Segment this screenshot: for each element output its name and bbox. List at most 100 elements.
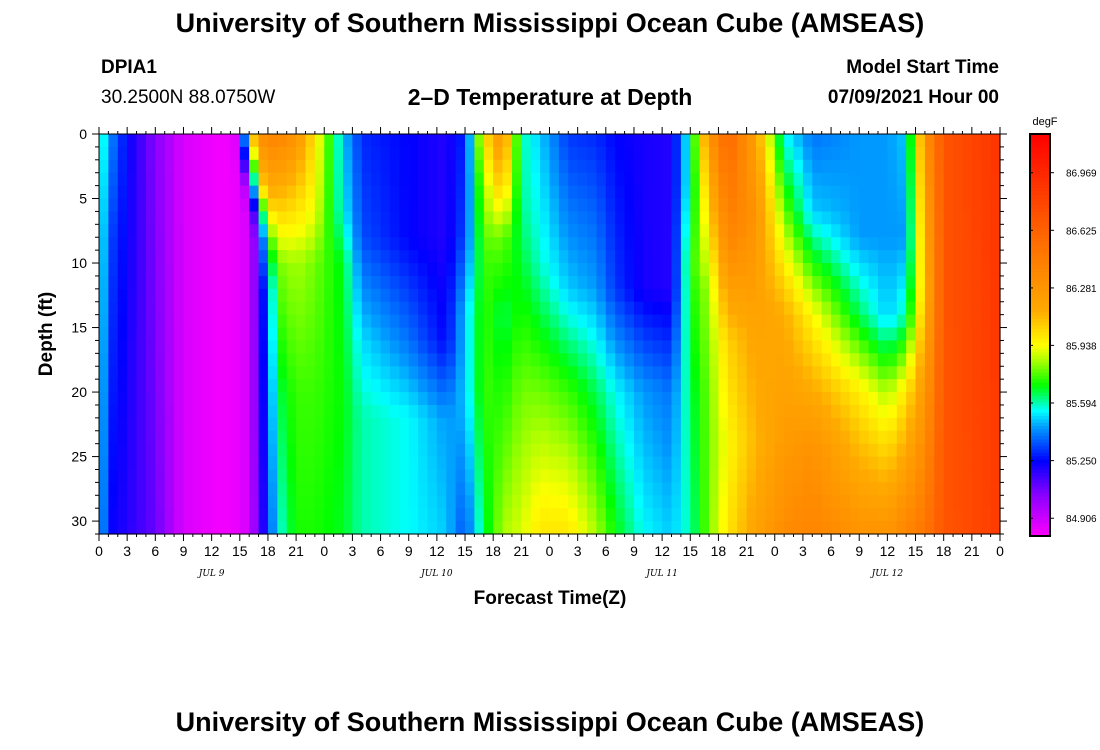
heatmap-cell — [305, 314, 316, 329]
heatmap-cell — [230, 237, 241, 251]
x-tick-label: 9 — [180, 543, 188, 559]
heatmap-cell — [418, 134, 429, 148]
heatmap-cell — [436, 172, 447, 187]
heatmap-cell — [934, 314, 945, 329]
heatmap-cell — [446, 404, 457, 419]
heatmap-cell — [549, 430, 560, 445]
heatmap-cell — [474, 443, 485, 458]
heatmap-cell — [455, 482, 466, 496]
heatmap-cell — [577, 198, 588, 213]
heatmap-cell — [915, 404, 926, 419]
heatmap-cell — [709, 443, 720, 458]
heatmap-cell — [267, 250, 278, 264]
heatmap-cell — [211, 417, 222, 432]
heatmap-cell — [192, 366, 203, 380]
heatmap-cell — [221, 288, 231, 303]
heatmap-cell — [840, 430, 851, 445]
heatmap-cell — [784, 224, 795, 238]
heatmap-cell — [887, 417, 898, 432]
heatmap-cell — [821, 314, 832, 329]
heatmap-cell — [483, 159, 494, 174]
heatmap-cell — [624, 443, 635, 458]
heatmap-cell — [465, 314, 476, 329]
heatmap-cell — [849, 172, 860, 187]
x-tick-label: 18 — [936, 543, 952, 559]
heatmap-cell — [671, 392, 682, 406]
heatmap-cell — [784, 469, 795, 483]
heatmap-cell — [558, 198, 569, 213]
heatmap-cell — [192, 482, 203, 496]
heatmap-cell — [296, 146, 307, 161]
colorbar-segment — [1030, 134, 1050, 138]
heatmap-cell — [558, 275, 569, 290]
heatmap-cell — [784, 404, 795, 419]
heatmap-cell — [690, 172, 701, 187]
heatmap-cell — [361, 159, 372, 174]
heatmap-cell — [267, 211, 278, 225]
y-tick-label: 30 — [71, 513, 87, 529]
heatmap-cell — [314, 172, 325, 187]
heatmap-cell — [953, 469, 964, 483]
heatmap-cell — [896, 159, 907, 174]
heatmap-cell — [953, 417, 964, 432]
heatmap-cell — [305, 366, 316, 380]
heatmap-cell — [727, 263, 738, 277]
heatmap-cell — [418, 456, 429, 471]
colorbar: 86.96986.62586.28185.93885.59485.25084.9… — [1029, 133, 1097, 537]
heatmap-cell — [549, 417, 560, 432]
heatmap-cell — [343, 495, 354, 509]
heatmap-cell — [549, 521, 560, 535]
heatmap-cell — [953, 430, 964, 445]
heatmap-cell — [183, 211, 194, 225]
heatmap-cell — [267, 301, 278, 316]
heatmap-cell — [643, 327, 654, 342]
heatmap-cell — [868, 392, 879, 406]
heatmap-cell — [352, 482, 363, 496]
heatmap-cell — [352, 172, 363, 187]
heatmap-cell — [267, 417, 278, 432]
heatmap-cell — [540, 301, 551, 316]
heatmap-cell — [174, 198, 185, 213]
heatmap-cell — [221, 185, 231, 200]
heatmap-cell — [746, 314, 757, 329]
heatmap-cell — [277, 185, 288, 200]
heatmap-cell — [709, 327, 720, 342]
heatmap-cell — [840, 288, 851, 303]
heatmap-cell — [418, 379, 429, 393]
heatmap-cell — [239, 314, 250, 329]
heatmap-cell — [831, 366, 842, 380]
heatmap-cell — [849, 379, 860, 393]
heatmap-cell — [277, 366, 288, 380]
heatmap-cell — [540, 185, 551, 200]
heatmap-cell — [155, 314, 166, 329]
heatmap-cell — [662, 314, 673, 329]
heatmap-cell — [915, 379, 926, 393]
heatmap-cell — [389, 456, 400, 471]
heatmap-cell — [249, 392, 260, 406]
heatmap-cell — [380, 495, 391, 509]
heatmap-cell — [408, 185, 419, 200]
heatmap-cell — [652, 404, 663, 419]
heatmap-cell — [408, 314, 419, 329]
heatmap-cell — [831, 430, 842, 445]
heatmap-cell — [399, 430, 410, 445]
heatmap-cell — [465, 237, 476, 251]
heatmap-cell — [793, 404, 804, 419]
heatmap-cell — [324, 366, 335, 380]
colorbar-segment — [1030, 348, 1050, 353]
heatmap-cell — [455, 469, 466, 483]
heatmap-cell — [652, 134, 663, 148]
heatmap-cell — [230, 327, 241, 342]
heatmap-cell — [324, 495, 335, 509]
heatmap-cell — [831, 340, 842, 354]
heatmap-cell — [183, 275, 194, 290]
heatmap-cell — [953, 250, 964, 264]
heatmap-cell — [249, 521, 260, 535]
heatmap-cell — [540, 521, 551, 535]
heatmap-cell — [446, 495, 457, 509]
heatmap-cell — [540, 404, 551, 419]
heatmap-cell — [906, 172, 917, 187]
heatmap-cell — [474, 379, 485, 393]
heatmap-cell — [699, 301, 710, 316]
heatmap-cell — [352, 224, 363, 238]
